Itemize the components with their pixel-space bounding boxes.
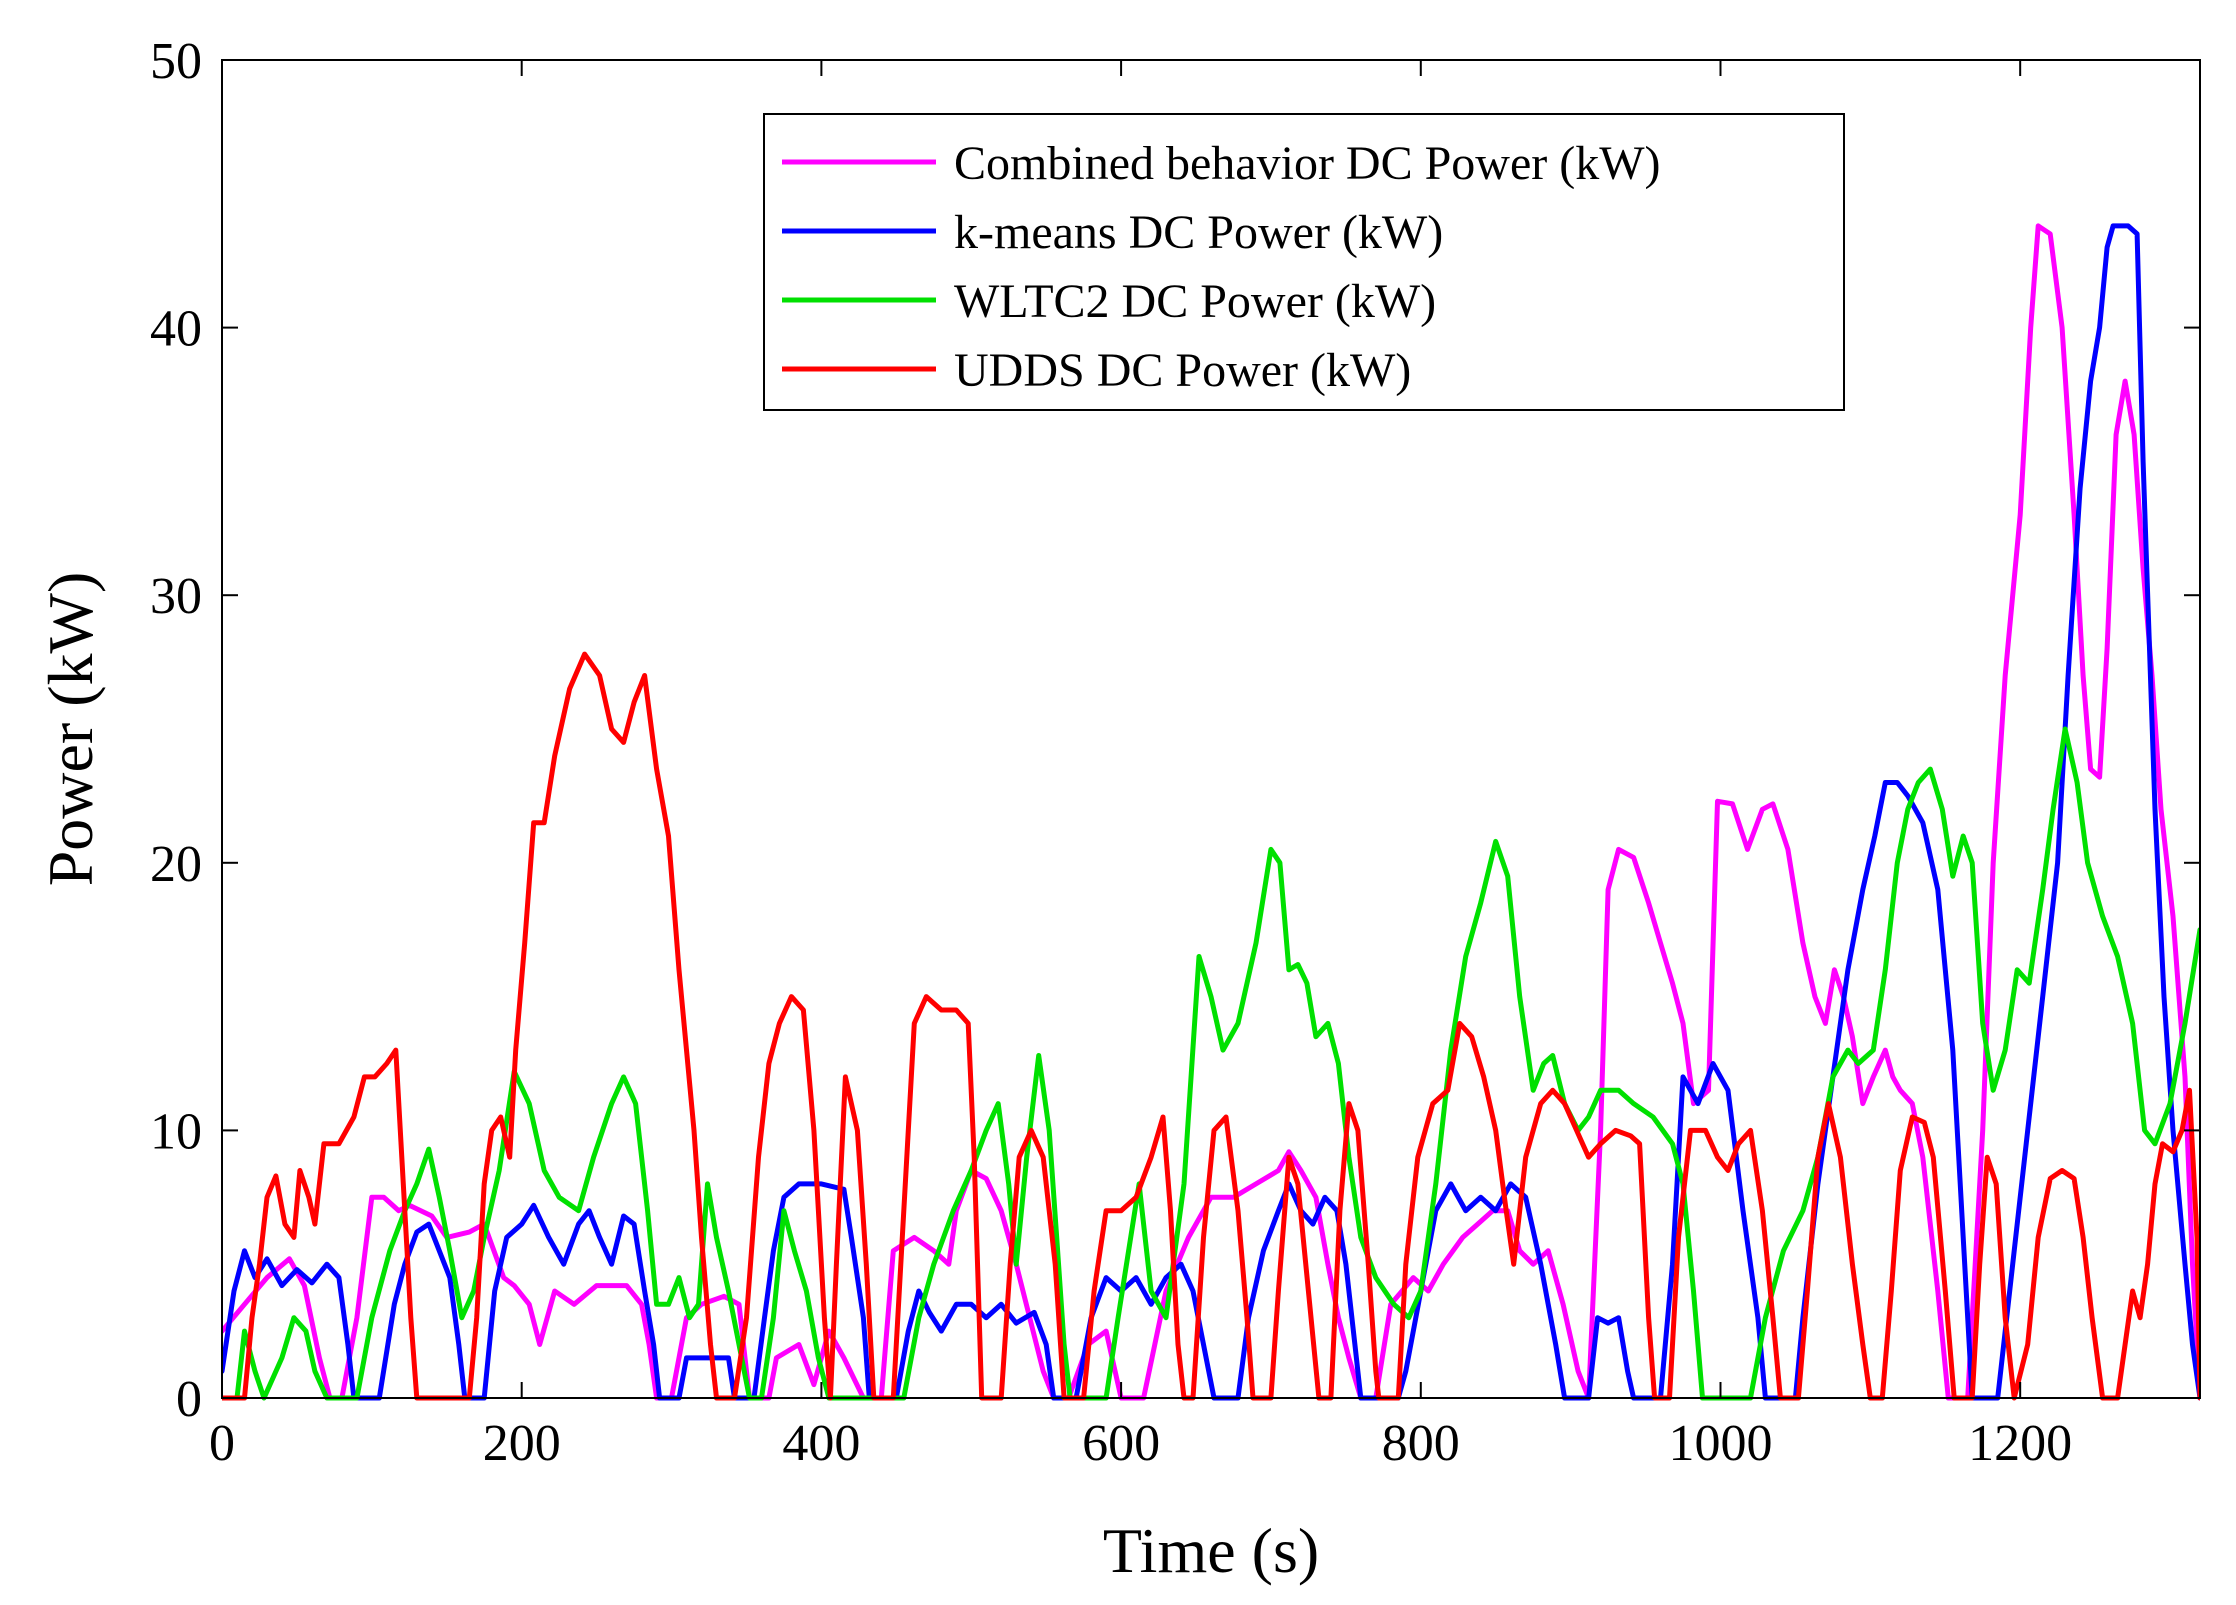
legend-label: Combined behavior DC Power (kW) — [954, 137, 1661, 190]
legend-label: UDDS DC Power (kW) — [954, 344, 1411, 397]
y-tick-label: 30 — [150, 568, 202, 625]
x-tick-label: 1000 — [1668, 1415, 1772, 1472]
legend-box — [763, 113, 1845, 411]
y-tick-label: 20 — [150, 836, 202, 893]
x-tick-label: 400 — [782, 1415, 860, 1472]
legend-label: WLTC2 DC Power (kW) — [954, 275, 1436, 328]
x-tick-label: 800 — [1382, 1415, 1460, 1472]
series-line-3 — [222, 726, 2200, 1401]
legend-label: k-means DC Power (kW) — [954, 206, 1443, 259]
x-tick-label: 1200 — [1968, 1415, 2072, 1472]
y-tick-label: 0 — [176, 1371, 202, 1428]
x-tick-label: 600 — [1082, 1415, 1160, 1472]
plot-frame — [221, 59, 2201, 1399]
y-tick-label: 50 — [150, 33, 202, 90]
y-tick-label: 40 — [150, 301, 202, 358]
x-axis-label: Time (s) — [1103, 1515, 1319, 1586]
series-line-2 — [222, 223, 2200, 1401]
x-tick-label: 200 — [483, 1415, 561, 1472]
y-axis-label: Power (kW) — [35, 572, 106, 887]
legend: Combined behavior DC Power (kW) k-means D… — [763, 113, 1845, 411]
y-tick-label: 10 — [150, 1103, 202, 1160]
axis-ticks: 0 200 400 600 800 1000 1200 0 10 20 30 40 50 — [150, 33, 2200, 1472]
x-tick-label: 0 — [209, 1415, 235, 1472]
series-line-4 — [222, 651, 2200, 1401]
